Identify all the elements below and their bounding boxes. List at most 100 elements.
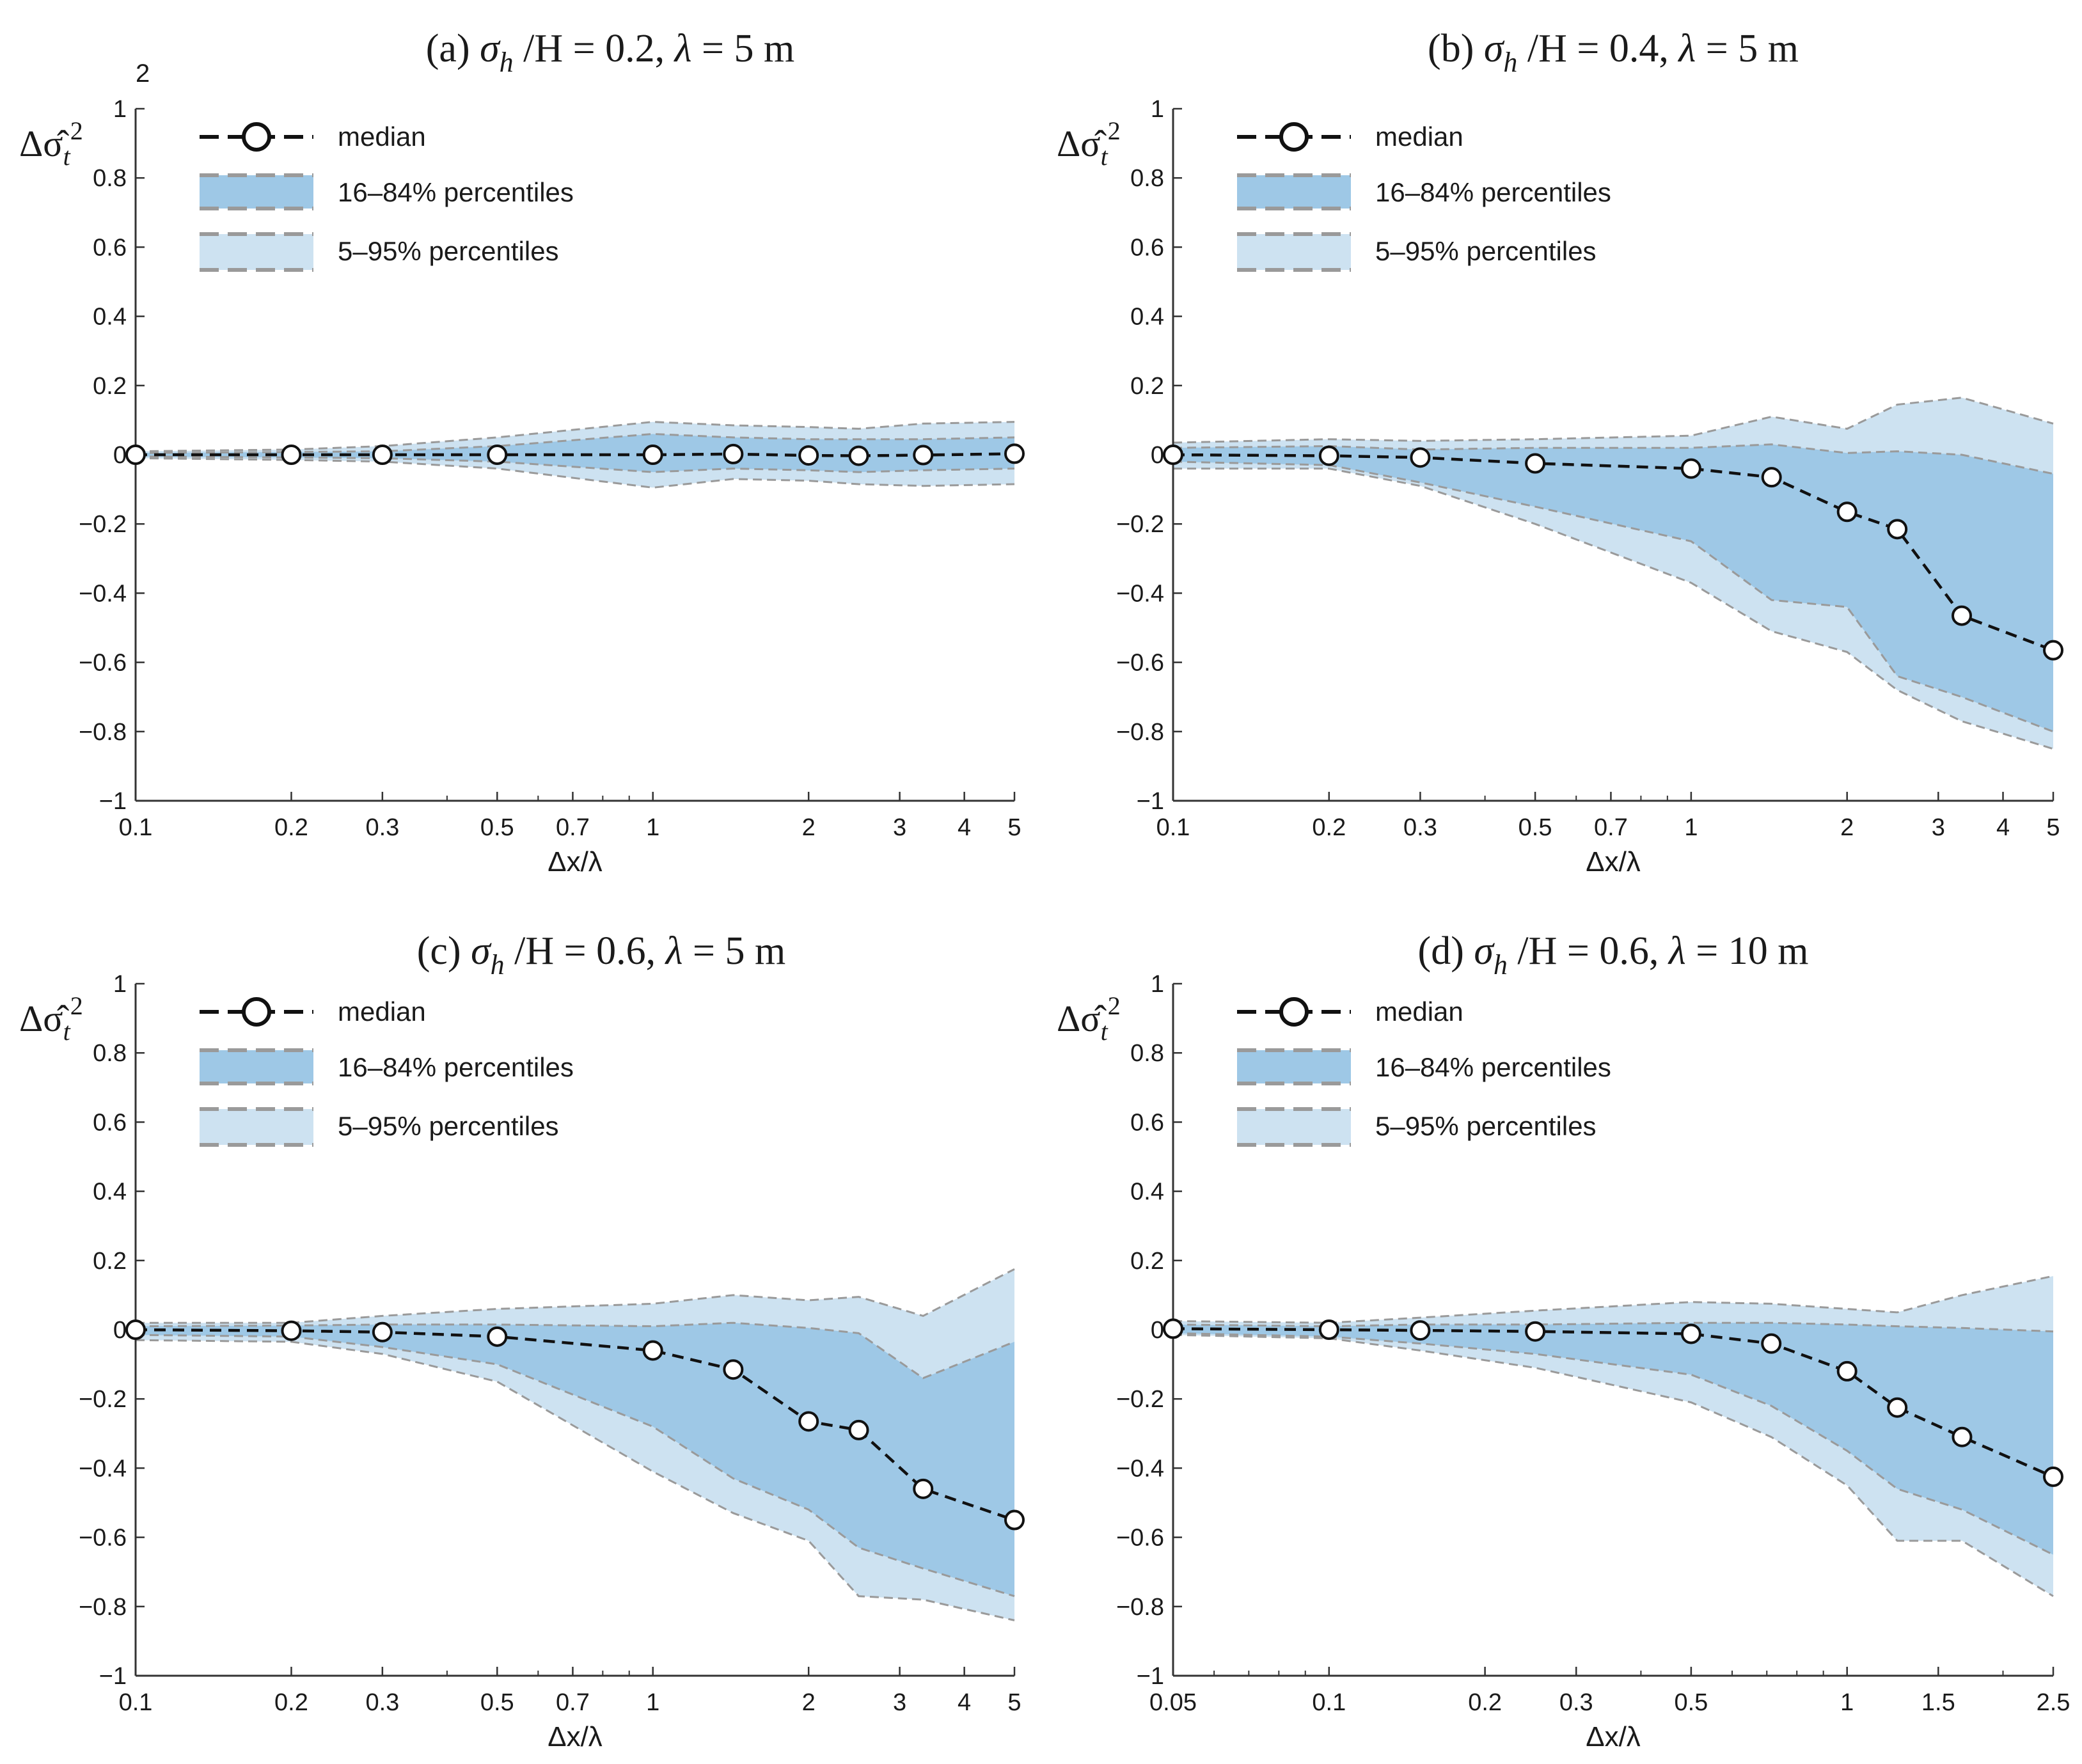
edge-line-p16 [1172, 461, 2054, 733]
panel-title: (b) σh /H = 0.4, λ = 5 m [1428, 27, 1799, 78]
x-tick-label: 4 [1996, 814, 2010, 841]
median-point [125, 445, 146, 465]
median-point [848, 1419, 869, 1440]
panel-a: (a) σh /H = 0.2, λ = 5 m −1 −0.8 −0.6 −0.4 −0… [19, 27, 1025, 878]
y-tick-label: 1 [1151, 96, 1164, 123]
median-point [798, 445, 819, 466]
x-tick-label: 5 [1007, 814, 1021, 841]
y-tick-label: −0.2 [1116, 511, 1164, 538]
ylabel-sup: 2 [70, 116, 83, 145]
y-tick-label: 0.6 [1130, 234, 1164, 261]
y-tick-label: −1 [1137, 788, 1164, 815]
edge-line-p95 [1172, 397, 2054, 444]
title-sub: h [1494, 949, 1508, 980]
title-lambda: λ [1677, 27, 1696, 70]
y-axis-label: Δσ̂t2 [19, 991, 83, 1046]
y-tick-label: −1 [1137, 1663, 1164, 1690]
x-tick-label: 0.1 [1312, 1689, 1346, 1716]
x-tick-label: 0.3 [365, 814, 399, 841]
legend-median-marker [1279, 997, 1309, 1027]
median-point [372, 445, 393, 465]
legend-outer-label: 5–95% percentiles [1375, 236, 1597, 266]
panel-b: (b) σh /H = 0.4, λ = 5 m −1 −0.8 −0.6 −0.4 −0… [1057, 27, 2063, 878]
x-tick-label: 0.05 [1149, 1689, 1197, 1716]
median-point [125, 1319, 146, 1340]
edge-line-p84 [1172, 443, 2054, 475]
y-tick-label: −0.4 [1116, 1455, 1164, 1482]
x-tick-label: 1.5 [1921, 1689, 1955, 1716]
y-tick-label: −0.8 [1116, 1594, 1164, 1621]
band-16-84 [136, 1323, 1014, 1596]
y-axis-label: Δσ̂t2 [19, 116, 83, 171]
y-tick-label: 0.2 [93, 1248, 127, 1275]
x-tick-label: 0.2 [1312, 814, 1346, 841]
legend-inner-swatch [1237, 175, 1351, 209]
median-point [1525, 453, 1546, 474]
y-tick-label: 0.8 [1130, 165, 1164, 192]
title-end: = 5 m [692, 27, 795, 70]
edge-line-p84 [1172, 1321, 2054, 1333]
title-sigma: σ [480, 27, 501, 70]
median-point [1836, 501, 1857, 523]
x-tick-label: 0.2 [1468, 1689, 1502, 1716]
y-tick-label: −0.2 [79, 1386, 127, 1413]
median-point [1761, 1333, 1782, 1354]
x-tick-label: 4 [958, 814, 971, 841]
x-tick-label: 1 [1684, 814, 1698, 841]
legend-median-label: median [338, 122, 426, 152]
y-tick-label: −0.4 [79, 1455, 127, 1482]
y-tick-label: 0.8 [93, 1040, 127, 1067]
median-point [848, 445, 869, 466]
legend-inner-swatch [200, 1050, 313, 1083]
figure-note: 2 [136, 59, 150, 88]
median-point [1318, 1319, 1339, 1340]
y-tick-label: −0.2 [79, 511, 127, 538]
median-point [281, 445, 302, 465]
y-tick-label: 0.6 [93, 1109, 127, 1136]
x-tick-label: 3 [1932, 814, 1945, 841]
y-tick-label: −1 [99, 788, 127, 815]
y-tick-label: 0.6 [1130, 1109, 1164, 1136]
x-tick-label: 0.2 [274, 814, 308, 841]
median-point [1163, 1318, 1183, 1339]
median-point [1887, 519, 1908, 540]
median-point [1761, 467, 1782, 488]
x-tick-label: 0.3 [1403, 814, 1437, 841]
y-axis-label: Δσ̂t2 [1057, 991, 1121, 1046]
ylabel-sup: 2 [1108, 991, 1121, 1020]
y-tick-label: −0.6 [1116, 1525, 1164, 1552]
y-tick-label: 0.2 [93, 373, 127, 400]
edge-line-p84 [135, 1321, 1015, 1380]
legend-median-label: median [338, 996, 426, 1027]
median-point [1680, 458, 1701, 479]
ylabel-main: Δσ̂ [1057, 123, 1107, 164]
edge-line-p95 [136, 1268, 1015, 1324]
x-tick-label: 4 [958, 1689, 971, 1716]
y-tick-label: 0.6 [93, 234, 127, 261]
x-tick-label: 0.1 [119, 1689, 153, 1716]
title-prefix: (a) [426, 27, 470, 70]
edge-line-p5 [135, 1339, 1015, 1621]
y-tick-label: −0.4 [79, 580, 127, 607]
edge-line-p5 [1173, 468, 2054, 750]
y-tick-label: 1 [113, 971, 127, 998]
median-point [2043, 640, 2063, 661]
title-sigma: σ [1474, 929, 1495, 973]
y-tick-label: 0.8 [93, 165, 127, 192]
ylabel-sub: t [63, 142, 71, 171]
edge-line-p95 [1172, 1275, 2054, 1324]
y-tick-label: −0.8 [1116, 719, 1164, 746]
median-point [1410, 447, 1431, 468]
legend-inner-swatch [1237, 1050, 1351, 1083]
legend-outer-label: 5–95% percentiles [338, 236, 559, 266]
y-tick-label: 0.4 [93, 304, 127, 331]
ylabel-sub: t [1101, 1017, 1108, 1046]
y-tick-label: −0.2 [1116, 1386, 1164, 1413]
title-prefix: (c) [417, 929, 461, 973]
median-line [135, 1328, 1015, 1522]
title-lambda: λ [665, 929, 683, 973]
y-tick-label: 0.4 [1130, 1179, 1164, 1206]
title-rest: /H = 0.4, [1517, 27, 1678, 70]
median-point [798, 1411, 819, 1432]
